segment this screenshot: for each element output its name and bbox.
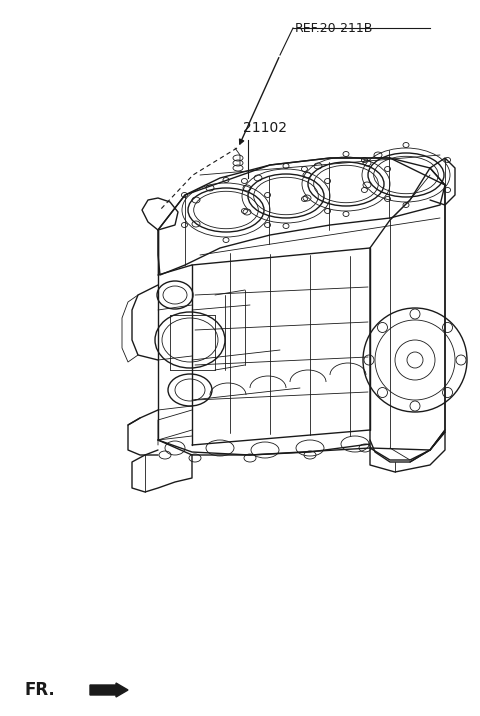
Text: 21102: 21102	[243, 121, 287, 135]
Polygon shape	[158, 158, 445, 275]
Text: FR.: FR.	[25, 681, 56, 699]
FancyArrow shape	[90, 683, 128, 697]
Text: REF.20-211B: REF.20-211B	[295, 22, 373, 35]
